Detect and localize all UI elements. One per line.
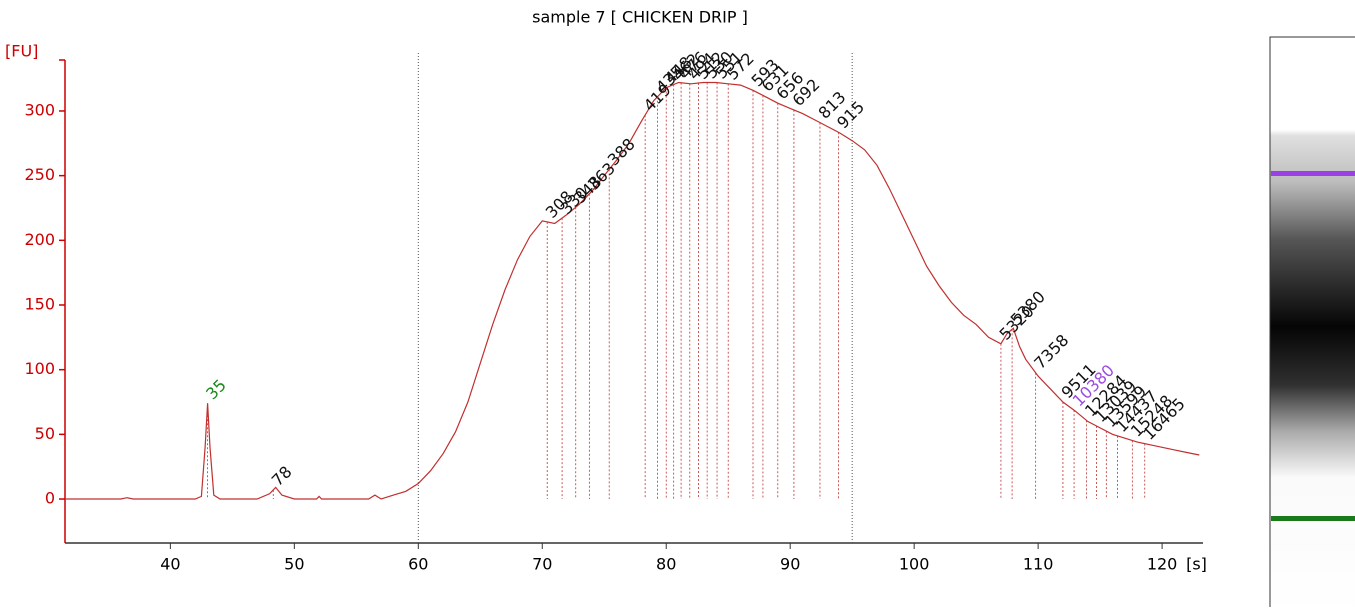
gel-lane — [1269, 36, 1355, 611]
y-tick-label: 250 — [24, 165, 55, 184]
x-axis-label: [s] — [1186, 555, 1207, 574]
peak-label: 78 — [268, 462, 296, 490]
x-tick-label: 120 — [1147, 555, 1178, 574]
x-tick-label: 50 — [284, 555, 304, 574]
x-tick-label: 80 — [656, 555, 676, 574]
x-tick-label: 100 — [899, 555, 930, 574]
y-tick-label: 100 — [24, 359, 55, 378]
peak-label: 7358 — [1030, 331, 1072, 373]
x-tick-label: 40 — [160, 555, 180, 574]
y-tick-label: 50 — [35, 424, 55, 443]
peak-label: 35 — [202, 375, 230, 403]
y-tick-label: 200 — [24, 230, 55, 249]
chart-title: sample 7 [ CHICKEN DRIP ] — [532, 8, 748, 27]
x-tick-label: 60 — [408, 555, 428, 574]
x-tick-label: 110 — [1023, 555, 1054, 574]
x-tick-label: 90 — [780, 555, 800, 574]
trace — [65, 81, 1200, 500]
y-tick-label: 0 — [45, 489, 55, 508]
y-tick-label: 300 — [24, 100, 55, 119]
y-tick-label: 150 — [24, 294, 55, 313]
y-axis-label: [FU] — [5, 42, 38, 61]
x-tick-label: 70 — [532, 555, 552, 574]
